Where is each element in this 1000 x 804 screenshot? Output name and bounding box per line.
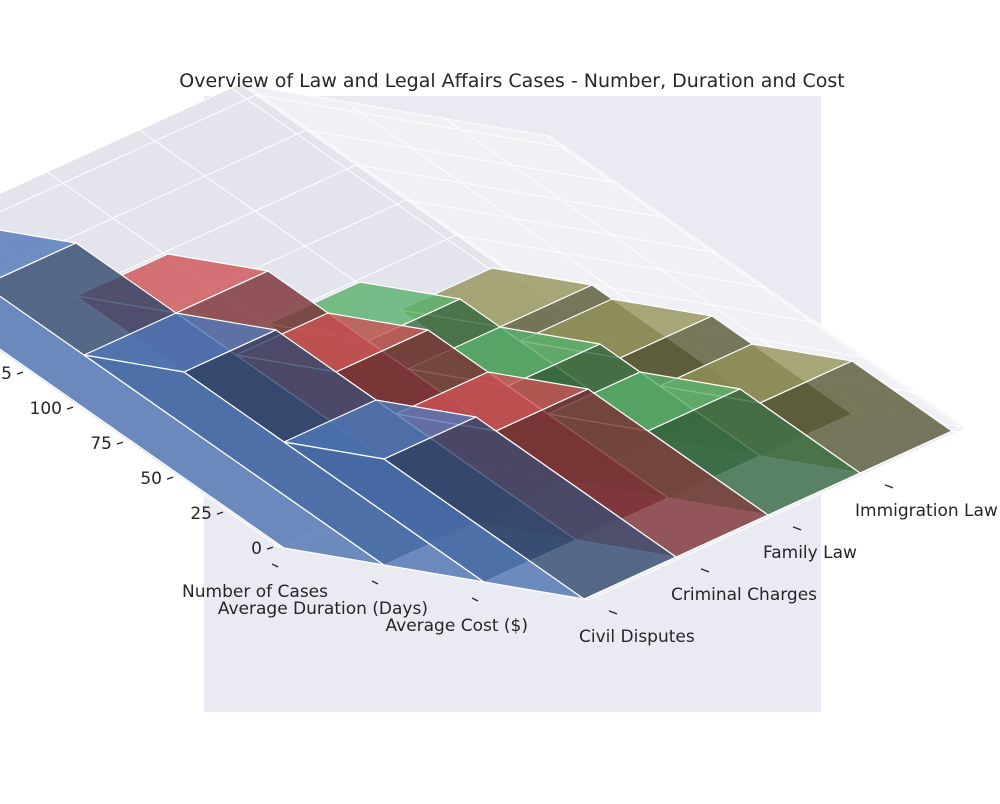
y-tick-mark xyxy=(608,610,618,615)
y-tick-mark xyxy=(884,484,894,489)
z-tick-label: 100 xyxy=(30,399,62,419)
z-tick-mark xyxy=(16,371,24,375)
z-tick-label: 0 xyxy=(251,539,262,559)
z-tick-mark xyxy=(216,511,224,515)
x-tick-label: Average Cost ($) xyxy=(386,616,529,636)
z-tick-mark xyxy=(116,441,124,445)
z-tick-label: 25 xyxy=(190,504,212,524)
z-tick-label: 50 xyxy=(140,469,162,489)
x-tick-mark xyxy=(271,563,279,568)
z-tick-label: 125 xyxy=(0,364,12,384)
x-tick-label: Average Duration (Days) xyxy=(218,599,428,619)
bar-side xyxy=(383,416,677,600)
bar xyxy=(283,399,677,600)
x-tick-mark xyxy=(471,597,479,602)
y-tick-label: Criminal Charges xyxy=(671,585,817,605)
z-tick-mark xyxy=(66,406,74,410)
x-tick-label: Number of Cases xyxy=(182,582,328,602)
y-tick-mark xyxy=(792,526,802,531)
z-gridline xyxy=(0,94,567,213)
y-tick-label: Immigration Law xyxy=(855,501,998,521)
z-tick-label: 75 xyxy=(90,434,112,454)
z-tick-mark xyxy=(166,476,174,480)
chart-title: Overview of Law and Legal Affairs Cases … xyxy=(179,70,845,92)
z-tick-mark xyxy=(266,546,274,550)
y-tick-label: Family Law xyxy=(763,543,857,563)
x-tick-mark xyxy=(371,580,379,585)
y-tick-label: Civil Disputes xyxy=(579,627,695,647)
y-tick-mark xyxy=(700,568,710,573)
